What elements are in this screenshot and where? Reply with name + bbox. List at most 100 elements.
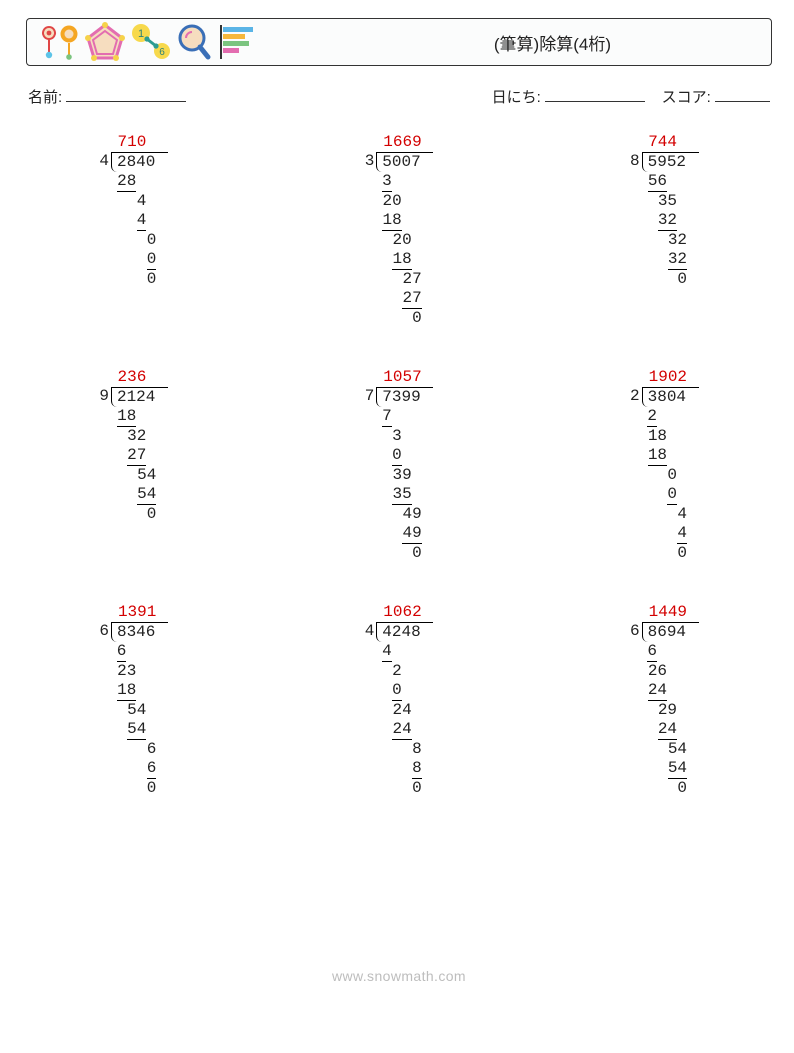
dividend: 8346 xyxy=(111,622,168,642)
step-row: 54 xyxy=(99,720,159,740)
dividend: 5952 xyxy=(642,152,699,172)
step-row: 27 xyxy=(99,446,159,466)
dividend: 5007 xyxy=(376,152,433,172)
quotient: 1902 xyxy=(630,368,690,387)
step-row: 0 xyxy=(630,466,690,485)
step-row: 49 xyxy=(365,524,425,544)
divisor-dividend-line: 77399 xyxy=(365,387,434,407)
divisor: 6 xyxy=(99,622,111,641)
step-row: 2 xyxy=(365,662,425,681)
step-row: 35 xyxy=(365,485,425,505)
divisor: 8 xyxy=(630,152,642,171)
barbell-icon: 1 6 xyxy=(129,21,173,63)
divisor: 9 xyxy=(99,387,111,406)
step-value-subtracted: 32 xyxy=(668,250,687,270)
step-value: 4 xyxy=(677,505,687,523)
step-value: 54 xyxy=(127,701,146,719)
division-problem: 139168346623185454660 xyxy=(99,603,168,798)
step-value: 0 xyxy=(147,505,157,523)
step-row: 54 xyxy=(99,701,159,720)
divisor: 6 xyxy=(630,622,642,641)
divisor-dividend-line: 92124 xyxy=(99,387,168,407)
step-value: 3 xyxy=(392,427,402,445)
pin-balloon-icon xyxy=(37,21,81,63)
svg-text:1: 1 xyxy=(138,28,144,40)
step-row: 0 xyxy=(99,231,159,250)
step-row: 54 xyxy=(99,466,159,485)
step-value-subtracted: 0 xyxy=(392,446,402,466)
divisor-dividend-line: 85952 xyxy=(630,152,699,172)
step-value-subtracted: 6 xyxy=(147,759,157,779)
step-row: 0 xyxy=(365,544,425,563)
step-value-subtracted: 32 xyxy=(658,211,677,231)
step-value-subtracted: 4 xyxy=(677,524,687,544)
step-value: 0 xyxy=(667,466,677,484)
step-row: 4 xyxy=(365,642,425,662)
step-value: 35 xyxy=(658,192,677,210)
step-row: 0 xyxy=(365,681,425,701)
step-row: 24 xyxy=(630,681,690,701)
step-row: 7 xyxy=(365,407,425,427)
step-value-subtracted: 18 xyxy=(117,407,136,427)
step-row: 18 xyxy=(630,446,690,466)
step-row: 8 xyxy=(365,759,425,779)
step-row: 0 xyxy=(365,309,425,328)
step-value-subtracted: 54 xyxy=(127,720,146,740)
step-row: 0 xyxy=(630,779,690,798)
svg-text:6: 6 xyxy=(159,47,165,58)
step-value-subtracted: 4 xyxy=(137,211,147,231)
step-value: 24 xyxy=(392,701,411,719)
divisor-dividend-line: 42840 xyxy=(99,152,168,172)
step-value: 0 xyxy=(677,779,687,797)
bars-icon xyxy=(217,21,257,63)
date-label: 日にち: xyxy=(492,89,541,106)
step-value: 0 xyxy=(677,544,687,562)
step-row: 27 xyxy=(365,289,425,309)
step-row: 6 xyxy=(99,642,159,662)
step-value-subtracted: 56 xyxy=(648,172,667,192)
step-row: 26 xyxy=(630,662,690,681)
step-row: 56 xyxy=(630,172,690,192)
step-row: 4 xyxy=(99,192,159,211)
step-value: 4 xyxy=(137,192,147,210)
step-row: 6 xyxy=(99,740,159,759)
dividend: 3804 xyxy=(642,387,699,407)
divisor-dividend-line: 23804 xyxy=(630,387,699,407)
step-value: 27 xyxy=(402,270,421,288)
step-row: 18 xyxy=(365,211,425,231)
step-row: 3 xyxy=(365,172,425,192)
step-value-subtracted: 54 xyxy=(137,485,156,505)
step-row: 0 xyxy=(99,779,159,798)
name-label: 名前: xyxy=(28,89,62,106)
step-row: 32 xyxy=(630,211,690,231)
step-value-subtracted: 0 xyxy=(147,250,157,270)
step-value: 0 xyxy=(677,270,687,288)
step-value: 54 xyxy=(137,466,156,484)
quotient: 744 xyxy=(630,133,690,152)
step-row: 39 xyxy=(365,466,425,485)
name-blank xyxy=(66,86,186,102)
step-row: 18 xyxy=(99,681,159,701)
step-value-subtracted: 0 xyxy=(667,485,677,505)
problems-grid: 7104284028440001669350073201820182727074… xyxy=(26,133,772,798)
score-blank xyxy=(715,86,770,102)
pentagon-icon xyxy=(83,21,127,63)
step-value-subtracted: 18 xyxy=(382,211,401,231)
step-value-subtracted: 6 xyxy=(117,642,127,662)
step-value: 6 xyxy=(147,740,157,758)
step-value-subtracted: 24 xyxy=(392,720,411,740)
date-blank xyxy=(545,86,645,102)
step-row: 3 xyxy=(365,427,425,446)
step-value: 23 xyxy=(117,662,136,680)
step-value-subtracted: 2 xyxy=(647,407,657,427)
step-row: 18 xyxy=(630,427,690,446)
step-value-subtracted: 54 xyxy=(668,759,687,779)
step-row: 35 xyxy=(630,192,690,211)
step-value: 20 xyxy=(382,192,401,210)
step-value: 0 xyxy=(147,231,157,249)
division-problem: 16693500732018201827270 xyxy=(365,133,434,328)
step-row: 54 xyxy=(630,759,690,779)
step-value: 26 xyxy=(648,662,667,680)
divisor-dividend-line: 35007 xyxy=(365,152,434,172)
work-steps: 623185454660 xyxy=(99,642,159,798)
